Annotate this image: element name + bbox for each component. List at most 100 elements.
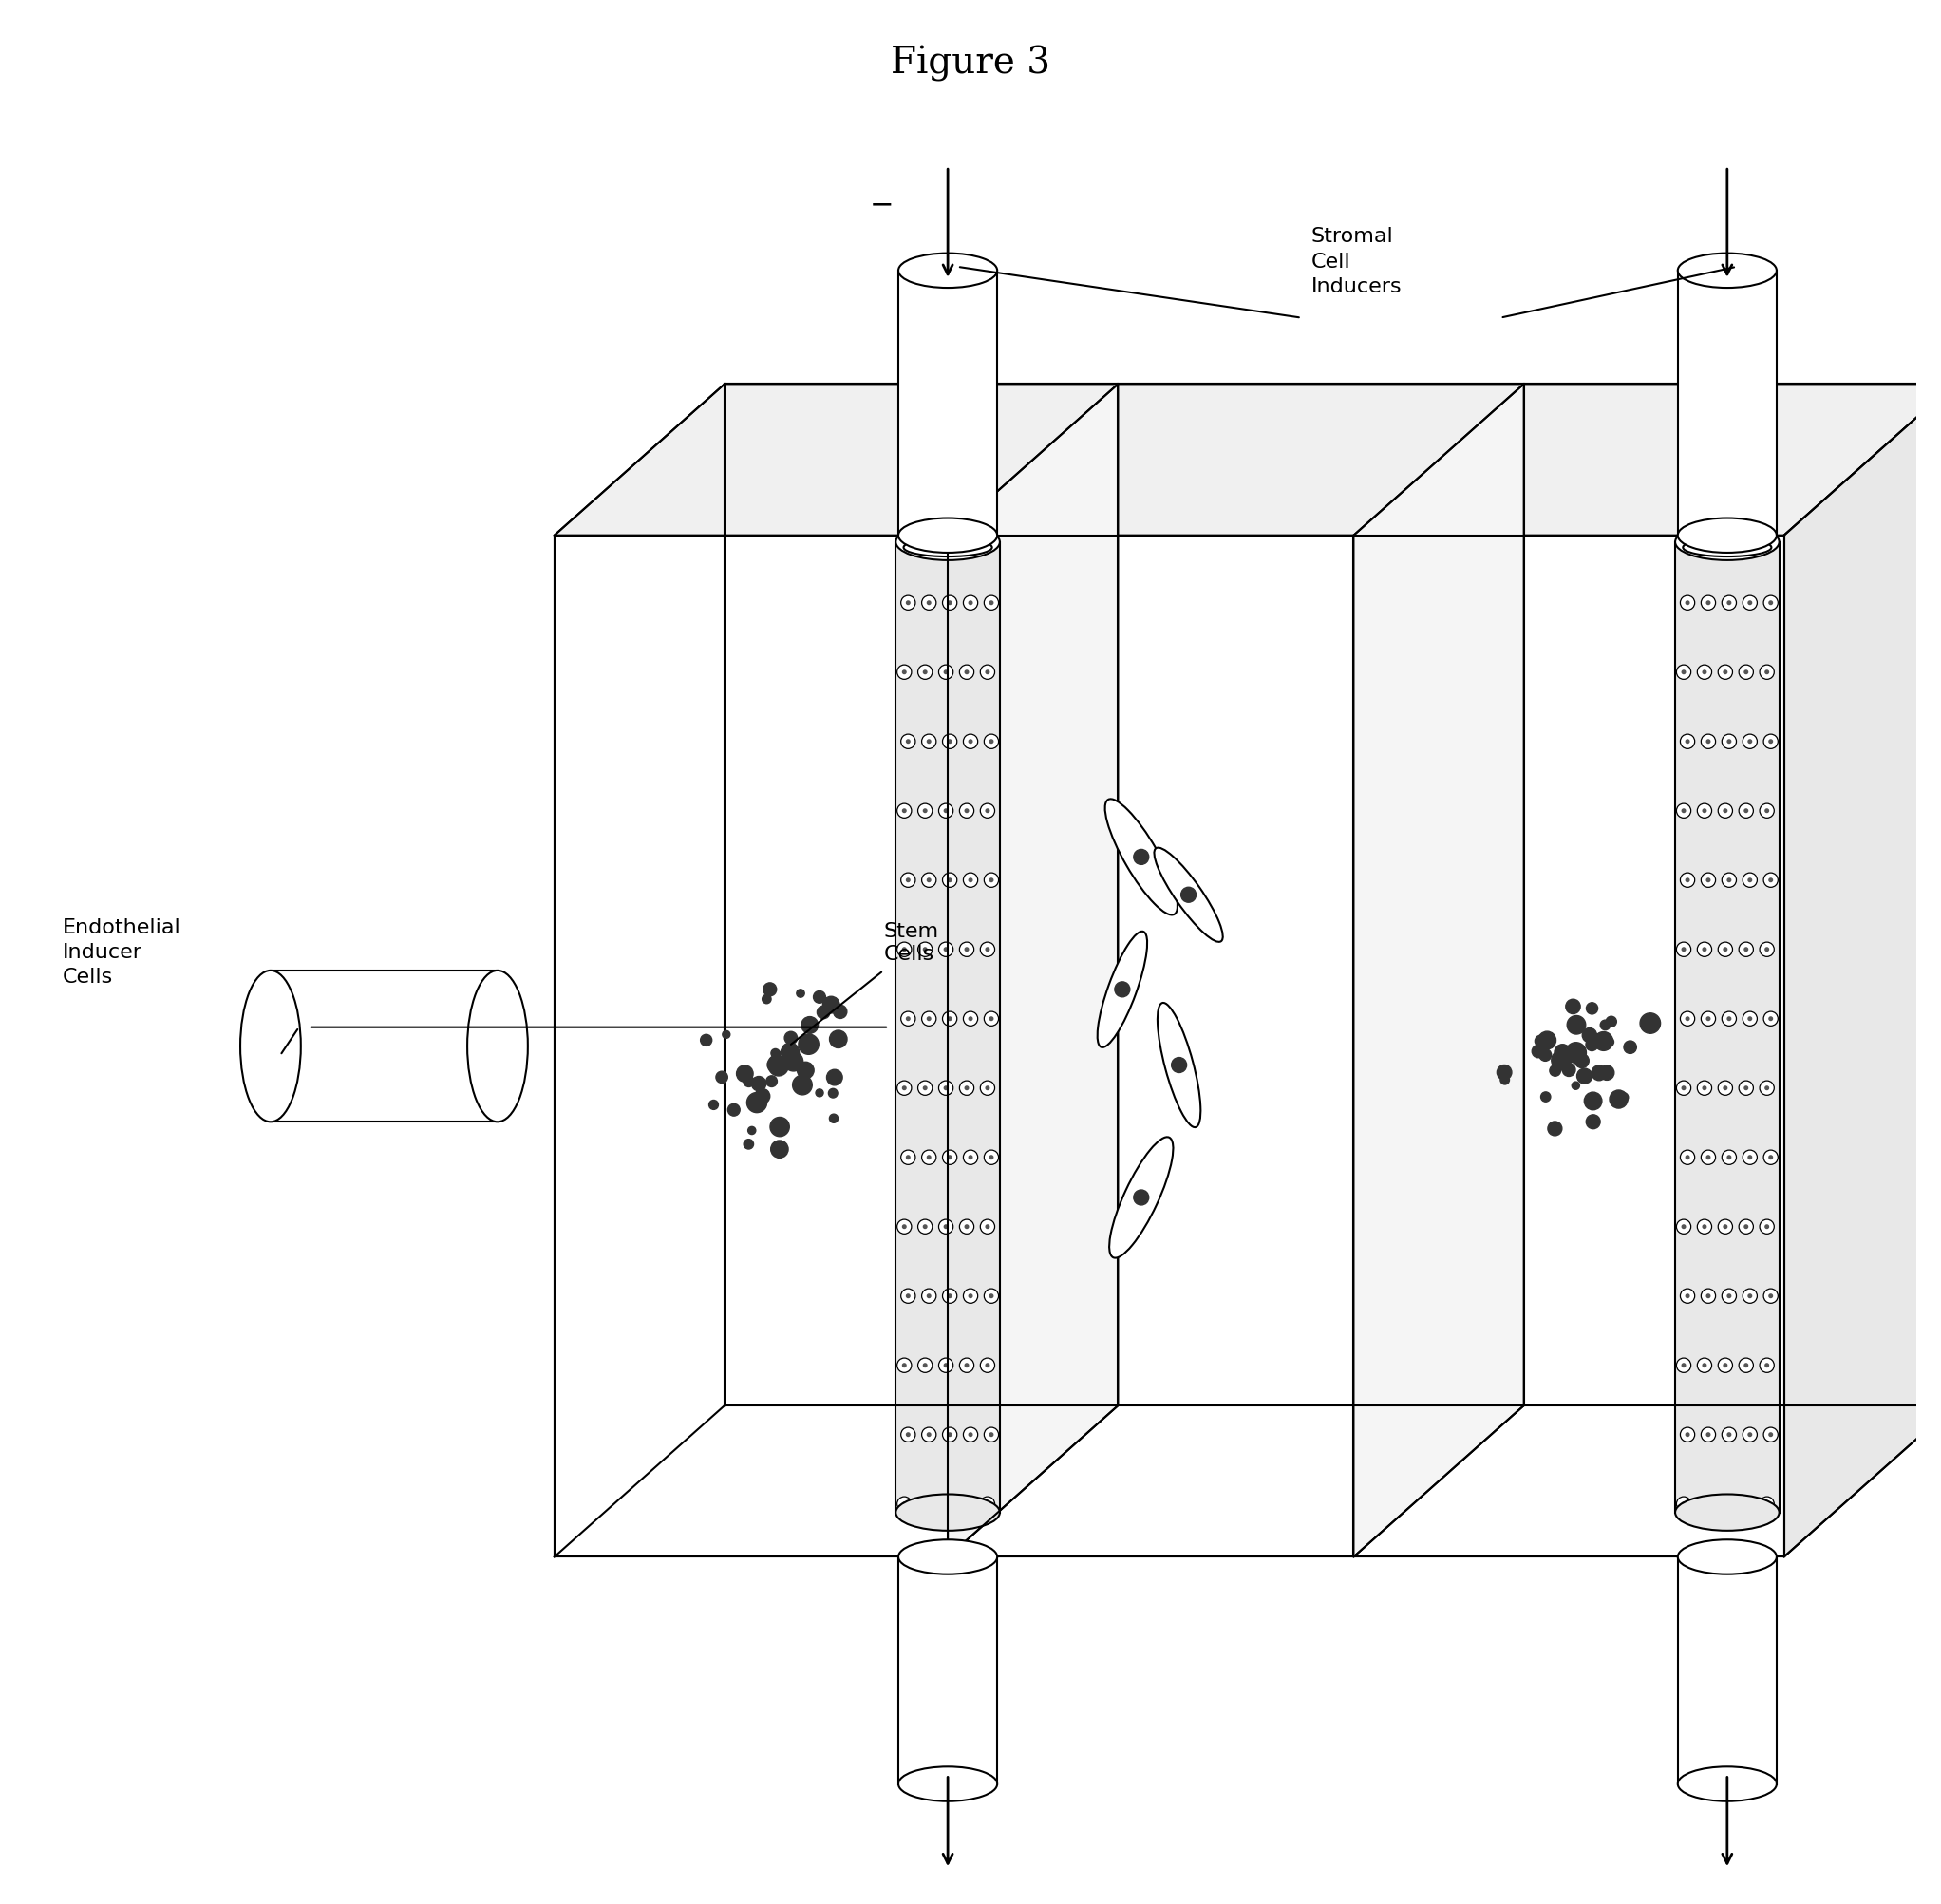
Circle shape [751,1078,767,1091]
Circle shape [800,1036,815,1053]
Circle shape [990,741,994,744]
Circle shape [827,1070,842,1085]
Circle shape [1531,1045,1545,1059]
Circle shape [928,741,930,744]
Circle shape [922,1011,936,1026]
Circle shape [1706,1156,1710,1160]
Circle shape [1599,1021,1611,1030]
Bar [897,543,1000,1512]
Circle shape [906,1295,910,1299]
Circle shape [1718,942,1733,958]
Circle shape [1702,1087,1706,1091]
Circle shape [1764,1011,1778,1026]
Circle shape [1681,596,1694,611]
Circle shape [918,942,932,958]
Circle shape [701,1036,712,1047]
Circle shape [1134,1190,1149,1205]
Circle shape [829,1030,846,1049]
Circle shape [1745,670,1747,674]
Circle shape [1700,874,1716,887]
Circle shape [1727,741,1731,744]
Circle shape [1586,1095,1596,1104]
Circle shape [1700,596,1716,611]
Circle shape [906,880,910,882]
Circle shape [1696,1497,1712,1512]
Circle shape [767,1076,776,1087]
Circle shape [722,1032,730,1040]
Circle shape [903,1087,906,1091]
Circle shape [990,880,994,882]
Circle shape [922,735,936,748]
Polygon shape [555,385,1941,537]
Circle shape [1687,1434,1689,1436]
Circle shape [990,1156,994,1160]
Circle shape [1724,1087,1727,1091]
Circle shape [980,666,994,680]
Circle shape [1683,809,1685,813]
Circle shape [965,1087,969,1091]
Circle shape [928,1017,930,1021]
Circle shape [1566,1000,1580,1015]
Circle shape [747,1127,755,1135]
Circle shape [1760,1358,1774,1373]
Ellipse shape [1157,1003,1201,1127]
Circle shape [784,1032,798,1045]
Circle shape [1706,880,1710,882]
Circle shape [771,1118,790,1137]
Circle shape [1114,982,1130,998]
Circle shape [1764,874,1778,887]
Circle shape [965,670,969,674]
Circle shape [1727,1017,1731,1021]
Circle shape [906,1434,910,1436]
Circle shape [1549,1066,1561,1076]
Circle shape [1677,1081,1691,1095]
Circle shape [1739,1497,1753,1512]
Ellipse shape [1677,253,1776,289]
Circle shape [943,874,957,887]
Circle shape [829,1089,839,1099]
Circle shape [963,1289,978,1304]
Circle shape [1718,1220,1733,1234]
Circle shape [924,1502,926,1506]
Circle shape [784,1053,804,1072]
Circle shape [1745,1363,1747,1367]
Circle shape [769,1057,782,1070]
Circle shape [1724,809,1727,813]
Circle shape [1768,1156,1772,1160]
Circle shape [1681,874,1694,887]
Circle shape [1681,1289,1694,1304]
Circle shape [1739,1220,1753,1234]
Circle shape [897,1081,912,1095]
Circle shape [1582,1028,1597,1043]
Ellipse shape [899,253,998,289]
Circle shape [1681,1428,1694,1441]
Circle shape [1677,1358,1691,1373]
Circle shape [1586,1003,1597,1015]
Circle shape [928,1295,930,1299]
Circle shape [728,1104,740,1116]
Circle shape [984,874,998,887]
Circle shape [1760,1220,1774,1234]
Circle shape [969,741,972,744]
Circle shape [1687,880,1689,882]
Circle shape [829,1114,839,1123]
Circle shape [918,1081,932,1095]
Circle shape [1700,735,1716,748]
Circle shape [1687,741,1689,744]
Circle shape [1745,948,1747,952]
Ellipse shape [899,1767,998,1801]
Circle shape [1739,942,1753,958]
Circle shape [1727,1295,1731,1299]
Circle shape [984,735,998,748]
Circle shape [903,948,906,952]
Circle shape [939,1081,953,1095]
Circle shape [986,1363,990,1367]
Circle shape [771,1049,780,1059]
Circle shape [716,1072,728,1083]
Circle shape [1764,1502,1768,1506]
Circle shape [918,803,932,819]
Ellipse shape [1675,1495,1780,1531]
Circle shape [1722,735,1737,748]
Circle shape [959,803,974,819]
Circle shape [959,1220,974,1234]
